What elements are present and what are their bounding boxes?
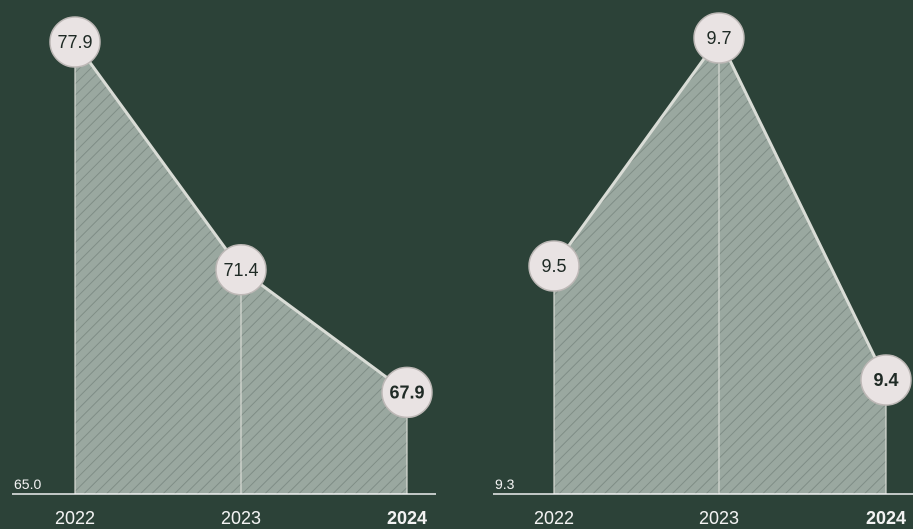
area-fill	[75, 42, 407, 494]
data-point-marker	[860, 354, 912, 406]
data-label: 71.4	[223, 260, 258, 280]
x-tick-label: 2023	[221, 508, 261, 528]
x-tick-label: 2022	[55, 508, 95, 528]
x-tick-label: 2024	[866, 508, 906, 528]
data-label: 9.5	[541, 256, 566, 276]
right-chart: 9.3 2022 2023 2024 9.5 9.7 9.4	[493, 12, 913, 528]
data-point-marker	[215, 244, 267, 296]
x-tick-label: 2022	[534, 508, 574, 528]
x-tick-label: 2024	[387, 508, 427, 528]
data-point-marker	[528, 240, 580, 292]
data-label: 77.9	[57, 32, 92, 52]
data-point-marker	[49, 16, 101, 68]
data-label: 67.9	[389, 382, 424, 402]
area-fill	[554, 38, 886, 494]
data-point-marker	[693, 12, 745, 64]
data-point-marker	[381, 366, 433, 419]
x-tick-label: 2023	[699, 508, 739, 528]
data-label: 9.7	[706, 28, 731, 48]
left-chart: 65.0 2022 2023 2024 77.9 71.4 67.9	[12, 16, 436, 528]
data-label: 9.4	[873, 370, 898, 390]
baseline-label: 65.0	[14, 476, 41, 492]
baseline-label: 9.3	[495, 476, 515, 492]
